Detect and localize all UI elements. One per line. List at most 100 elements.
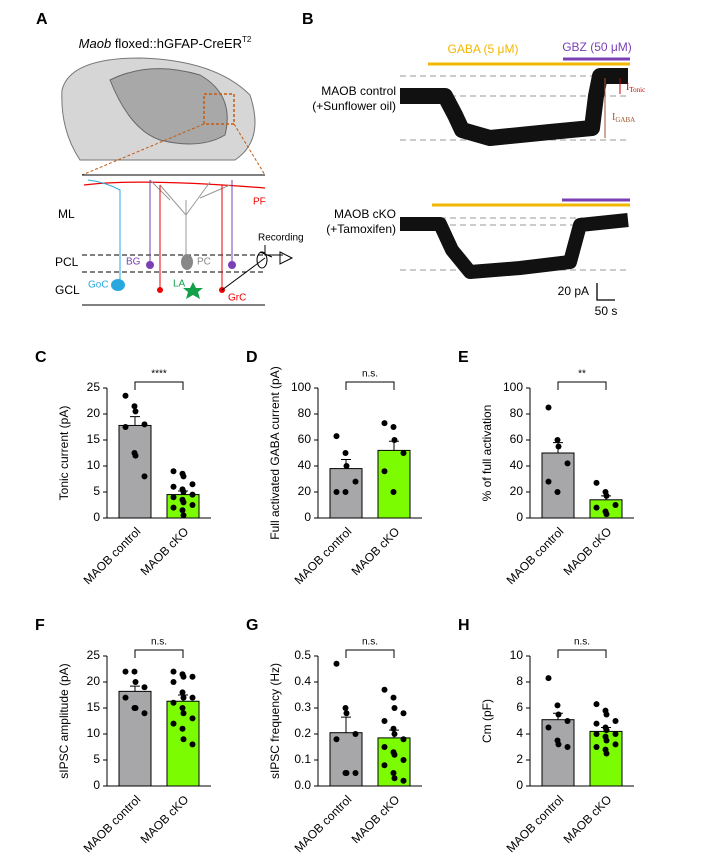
y-tick-label: 0.2	[294, 726, 311, 740]
significance-bracket	[557, 381, 607, 390]
data-point	[390, 489, 397, 495]
data-point	[390, 770, 397, 776]
cell-label: GrC	[228, 293, 246, 304]
data-point	[180, 710, 187, 717]
data-point	[352, 731, 359, 737]
scale-label: 50 s	[595, 304, 618, 318]
data-point	[189, 481, 196, 488]
data-point	[545, 404, 552, 411]
significance-label: n.s.	[362, 369, 378, 380]
data-point	[545, 478, 552, 485]
data-point	[390, 725, 397, 732]
label-part: I	[626, 82, 629, 93]
data-point	[381, 744, 388, 750]
data-point	[593, 744, 600, 750]
y-tick-label: 15	[87, 700, 101, 714]
data-point	[391, 775, 398, 782]
error-bar	[341, 716, 351, 733]
data-point	[170, 699, 177, 706]
y-tick-label: 20	[87, 406, 101, 420]
data-point	[391, 437, 398, 443]
y-tick-label: 80	[298, 406, 312, 420]
data-point	[342, 450, 349, 456]
data-point	[141, 421, 148, 428]
data-point	[180, 473, 187, 480]
bar	[541, 719, 575, 787]
panel-letter: D	[246, 349, 258, 366]
y-tick-label: 5	[93, 484, 100, 498]
data-point	[170, 668, 177, 675]
data-point	[122, 694, 129, 701]
y-tick-label: 2	[516, 752, 523, 766]
data-point	[564, 718, 571, 724]
panel-letter: H	[458, 617, 470, 634]
y-tick-label: 0	[516, 510, 523, 524]
y-tick-label: 0.0	[294, 778, 311, 792]
data-point	[381, 762, 388, 769]
significance-bracket	[557, 649, 607, 658]
data-point	[170, 720, 177, 727]
y-tick-label: 10	[510, 648, 524, 662]
title-part: floxed::hGFAP-CreER	[111, 36, 242, 51]
data-point	[180, 499, 187, 506]
trace-label: MAOB cKO	[334, 207, 396, 221]
y-tick-label: 5	[93, 752, 100, 766]
title-part: T2	[242, 35, 252, 44]
y-tick-label: 0	[516, 778, 523, 792]
cell-label: LA	[173, 279, 186, 290]
y-tick-label: 0	[93, 778, 100, 792]
data-point	[122, 424, 129, 430]
panel-title: Maob floxed::hGFAP-CreERT2	[79, 35, 252, 51]
data-point	[132, 408, 139, 415]
data-point	[141, 710, 148, 717]
data-point	[603, 727, 610, 734]
data-point	[342, 489, 349, 495]
y-axis-label: Full activated GABA current (pA)	[268, 366, 282, 539]
data-point	[391, 705, 398, 711]
title-part: Maob	[79, 36, 112, 51]
y-tick-label: 0.4	[294, 674, 311, 688]
significance-bracket	[345, 381, 395, 390]
significance-label: ****	[151, 369, 167, 380]
y-tick-label: 100	[503, 380, 523, 394]
data-point	[593, 720, 600, 727]
data-point	[179, 725, 186, 732]
significance-label: **	[578, 369, 586, 380]
y-tick-label: 100	[291, 380, 311, 394]
data-point	[333, 433, 340, 440]
data-point	[352, 770, 359, 776]
data-point	[141, 684, 148, 691]
panel-letter: A	[36, 11, 48, 28]
data-point	[593, 701, 600, 708]
data-point	[189, 502, 196, 508]
data-point	[131, 668, 138, 675]
data-point	[554, 437, 561, 443]
panel-letter: F	[35, 617, 45, 634]
y-axis-label: Cm (pF)	[480, 699, 494, 743]
cell-label: PC	[197, 257, 211, 268]
layer-label: PCL	[55, 255, 79, 269]
y-tick-label: 15	[87, 432, 101, 446]
significance-bracket	[345, 649, 395, 658]
scale-label: 20 pA	[558, 284, 589, 298]
error-bar	[130, 416, 140, 426]
data-point	[545, 675, 552, 682]
y-axis-label: % of full activation	[480, 405, 494, 502]
layer-label: ML	[58, 207, 75, 221]
data-point	[593, 504, 600, 511]
y-tick-label: 0.3	[294, 700, 311, 714]
data-point	[555, 711, 562, 718]
data-point	[170, 468, 177, 475]
trace-label: (+Tamoxifen)	[326, 222, 396, 236]
data-point	[612, 502, 619, 508]
data-point	[132, 452, 139, 459]
data-point	[131, 403, 138, 410]
label-part: I	[612, 112, 615, 123]
data-point	[564, 744, 571, 750]
panel-letter: C	[35, 349, 47, 366]
data-point	[391, 731, 398, 737]
significance-label: n.s.	[574, 637, 590, 648]
data-point	[400, 757, 407, 763]
error-bar	[130, 685, 140, 692]
